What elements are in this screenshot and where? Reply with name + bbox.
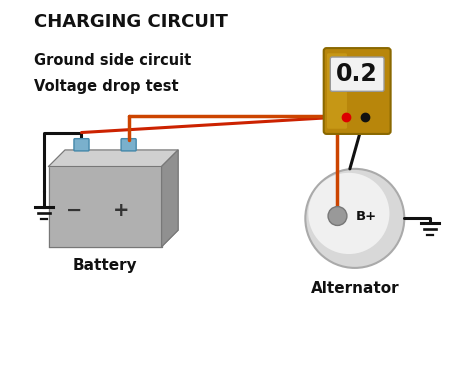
Text: B+: B+	[356, 209, 376, 223]
FancyBboxPatch shape	[74, 139, 89, 151]
Text: −: −	[66, 201, 82, 220]
Text: Ground side circuit: Ground side circuit	[35, 53, 191, 68]
FancyBboxPatch shape	[121, 139, 136, 151]
Text: +: +	[113, 201, 130, 220]
FancyBboxPatch shape	[330, 57, 384, 91]
Text: 0.2: 0.2	[336, 62, 378, 86]
Text: Voltage drop test: Voltage drop test	[35, 79, 179, 94]
Text: Alternator: Alternator	[310, 281, 399, 296]
FancyBboxPatch shape	[324, 48, 391, 134]
Polygon shape	[48, 167, 162, 247]
Circle shape	[328, 206, 347, 225]
FancyBboxPatch shape	[327, 53, 347, 129]
Text: CHARGING CIRCUIT: CHARGING CIRCUIT	[35, 13, 228, 31]
Polygon shape	[48, 150, 178, 167]
Text: Battery: Battery	[73, 258, 137, 273]
Polygon shape	[162, 150, 178, 247]
Circle shape	[305, 169, 404, 268]
Circle shape	[308, 173, 390, 254]
